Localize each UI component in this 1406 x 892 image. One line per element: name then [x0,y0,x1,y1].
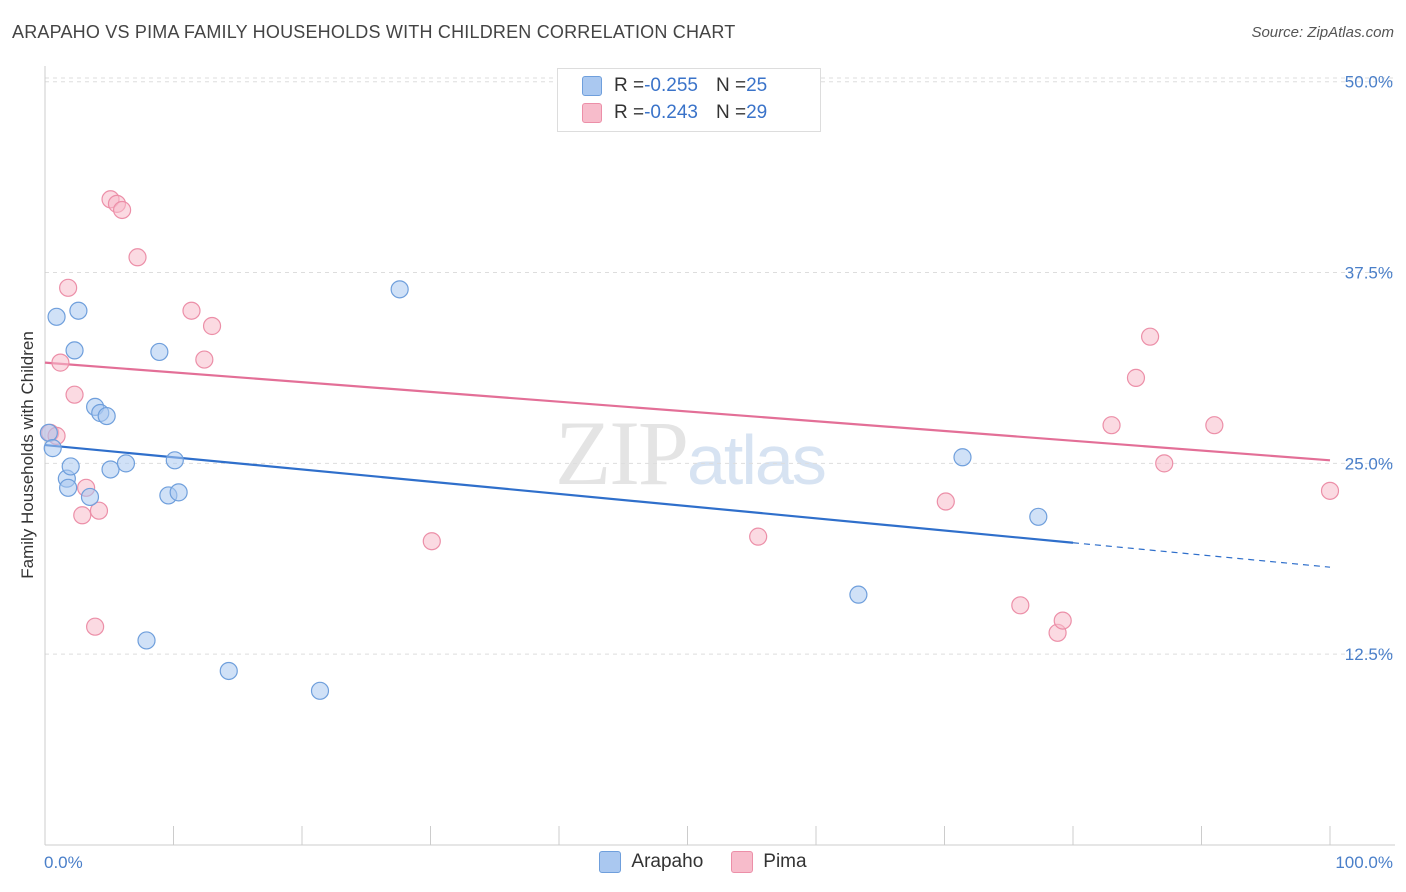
arapaho-point [65,341,84,360]
arapaho-point [953,448,972,467]
legend-n-label: N = [715,102,747,123]
arapaho-legend-swatch [599,851,622,873]
legend-row-pima: R = -0.243 N = 29 [582,100,767,126]
y-tick-label: 12.5% [1345,645,1393,664]
pima-point [1011,596,1030,615]
axis-layer [44,66,1395,846]
x-tick-label: 0.0% [44,853,83,872]
arapaho-point [849,585,868,604]
legend-r-value: -0.243 [644,102,698,123]
pima-point [1053,611,1072,630]
arapaho-point [219,661,238,681]
pima-point [1205,416,1224,435]
arapaho-trend-extension [1072,542,1331,568]
source-label: Source: ZipAtlas.com [1251,24,1394,41]
pima-point [182,301,201,320]
pima-legend-swatch [731,851,754,873]
points-layer [39,72,1340,700]
arapaho-point [61,457,80,476]
pima-point [422,532,441,551]
arapaho-swatch [582,76,602,96]
pima-trend-line [44,361,1331,462]
legend-row-arapaho: R = -0.255 N = 25 [582,73,767,99]
arapaho-point [150,342,169,362]
pima-point [65,385,84,404]
pima-point [112,200,132,220]
pima-point [1126,368,1146,387]
pima-point [51,353,70,372]
arapaho-point [390,280,409,299]
stats-legend: R = -0.255 N = 25 R = -0.243 N = 29 [557,68,821,132]
arapaho-point [80,487,100,507]
pima-point [73,506,92,525]
pima-point [128,248,147,267]
pima-point [936,492,955,511]
series-legend: Arapaho Pima [0,851,1406,873]
pima-point [1155,454,1174,473]
pima-point [1140,327,1160,346]
arapaho-point [137,631,156,650]
pima-point [86,617,105,636]
legend-r-label: R = [614,102,645,123]
arapaho-point [47,307,66,326]
arapaho-point [39,423,58,442]
arapaho-point [116,454,136,473]
watermark: ZIPatlas [555,400,827,506]
arapaho-point [165,451,184,470]
y-tick-label: 37.5% [1345,264,1393,283]
arapaho-point [1029,507,1048,526]
y-tick-label: 50.0% [1345,73,1393,92]
x-tick-label: 100.0% [1335,853,1393,872]
arapaho-point [97,406,116,426]
pima-point [1102,416,1121,435]
arapaho-point [59,478,78,497]
pima-point [195,350,214,369]
legend-item-pima[interactable]: Pima [731,851,807,873]
tick-label-layer: 12.5% 25.0% 37.5% 50.0% 0.0% 100.0% [44,73,1393,872]
watermark-zip: ZIP [555,402,689,504]
pima-point [749,527,768,546]
arapaho-legend-label: Arapaho [631,851,704,872]
legend-n-value: 29 [746,102,768,123]
pima-point [1320,481,1340,500]
pima-point [89,501,109,520]
arapaho-point [101,460,120,479]
arapaho-trend-line [44,443,1074,544]
pima-point [202,316,222,336]
legend-r-label: R = [614,75,645,96]
y-tick-label: 25.0% [1345,454,1393,473]
legend-r-value: -0.255 [644,75,698,96]
arapaho-point [69,301,88,320]
chart-title: ARAPAHO VS PIMA FAMILY HOUSEHOLDS WITH C… [12,22,736,42]
trend-layer [44,361,1331,568]
pima-point [59,278,78,297]
pima-legend-label: Pima [763,851,807,872]
pima-swatch [582,103,602,123]
watermark-atlas: atlas [687,421,827,499]
arapaho-point [169,483,188,502]
legend-n-value: 25 [746,75,768,96]
arapaho-point [310,681,330,700]
grid-layer [45,77,1395,655]
legend-item-arapaho[interactable]: Arapaho [599,851,703,873]
arapaho-point [43,439,62,458]
legend-n-label: N = [715,75,747,96]
